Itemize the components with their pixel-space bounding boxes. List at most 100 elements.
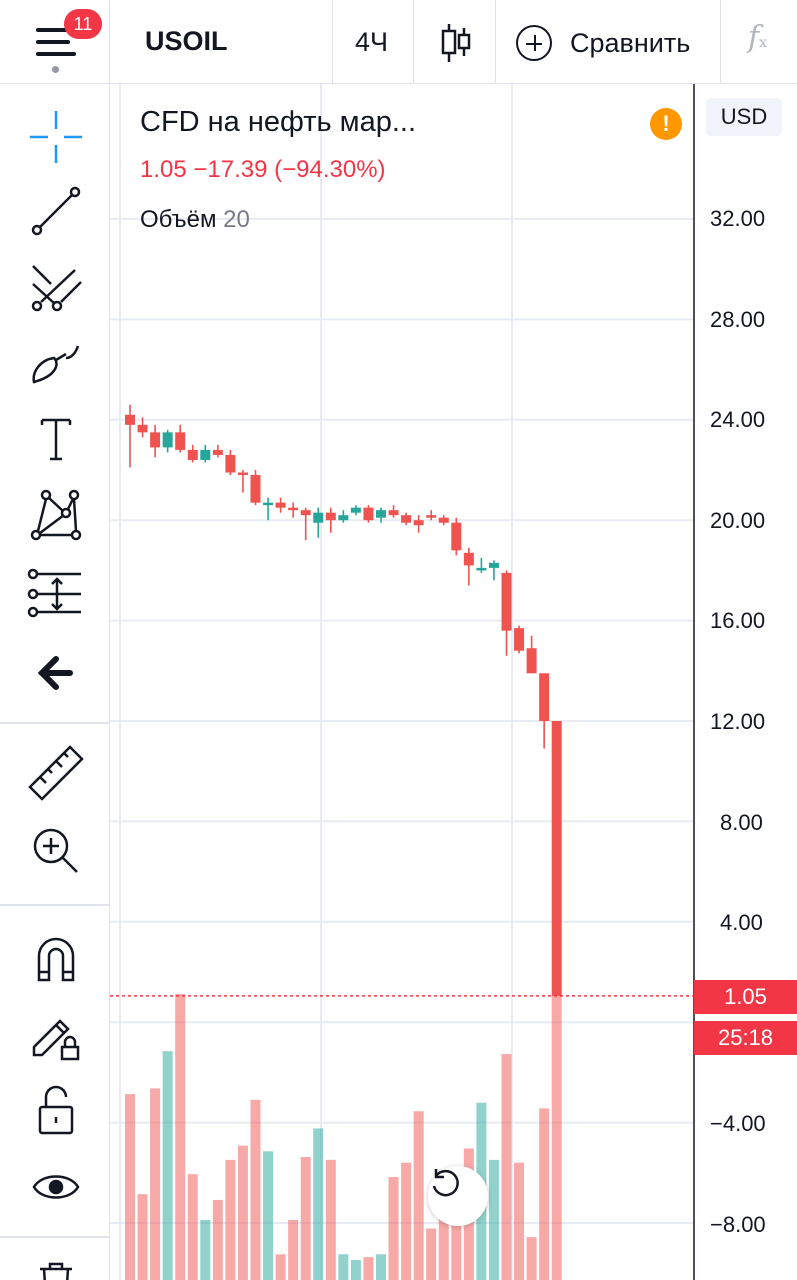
menu-dot-icon — [52, 66, 59, 73]
candle-body — [451, 522, 462, 551]
price-label: 28.00 — [710, 307, 766, 332]
chart-pane[interactable]: CFD на нефть мар... 1.05 −17.39 (−94.30%… — [110, 84, 797, 1280]
toolbar-divider — [0, 722, 110, 724]
hide-toolbar-button[interactable] — [20, 642, 92, 704]
candle-body — [288, 507, 299, 511]
volume-bar — [401, 1162, 412, 1280]
pitchfork-icon — [31, 265, 82, 312]
candle-body — [237, 472, 248, 476]
candle-body — [551, 721, 562, 996]
volume-bar — [225, 1159, 236, 1280]
volume-bar — [426, 1228, 437, 1280]
candle-body — [313, 512, 324, 523]
fx-icon-sub: x — [759, 35, 768, 51]
text-tool[interactable] — [20, 408, 92, 470]
pitchfork-tool[interactable] — [20, 256, 92, 318]
indicators-button[interactable]: fx — [748, 20, 767, 55]
currency-button[interactable]: USD — [706, 98, 782, 136]
measure-tool[interactable] — [20, 742, 92, 804]
volume-bar — [313, 1128, 324, 1280]
candle-body — [476, 567, 487, 571]
top-toolbar: 11 USOIL 4Ч Сравнить fx — [0, 0, 797, 84]
trend-line-icon — [31, 186, 81, 236]
pattern-tool[interactable] — [20, 484, 92, 546]
compare-label: Сравнить — [570, 27, 691, 58]
volume-bar — [263, 1151, 274, 1280]
volume-bar — [501, 1054, 512, 1280]
candle-body — [125, 414, 135, 425]
reset-chart-button[interactable] — [428, 1166, 488, 1226]
volume-legend[interactable]: Объём 20 — [140, 206, 250, 234]
eye-icon — [32, 1175, 80, 1199]
volume-bar — [250, 1099, 261, 1280]
candle-body — [212, 449, 223, 455]
toolbar-divider — [0, 1236, 110, 1238]
symbol-button[interactable]: USOIL — [145, 26, 228, 56]
lock-all-tool[interactable] — [20, 1080, 92, 1142]
back-arrow-icon — [37, 656, 73, 690]
candlestick-chart[interactable] — [110, 84, 797, 1280]
text-icon — [40, 418, 72, 461]
volume-bar — [350, 1259, 361, 1280]
volume-bar — [551, 994, 562, 1280]
hamburger-icon — [36, 28, 76, 58]
volume-bar — [488, 1159, 499, 1280]
volume-bar — [300, 1157, 311, 1280]
drawing-toolbar — [0, 84, 110, 1280]
pencil-lock-icon — [32, 1019, 80, 1061]
chart-type-button[interactable] — [440, 22, 472, 69]
volume-bar — [137, 1194, 148, 1280]
crosshair-tool[interactable] — [20, 106, 92, 168]
delete-tool[interactable] — [20, 1250, 92, 1280]
toolbar-divider — [720, 0, 721, 84]
volume-bar — [438, 1199, 449, 1280]
lock-drawings-tool[interactable] — [20, 1004, 92, 1066]
toolbar-divider — [332, 0, 333, 84]
pattern-icon — [30, 489, 82, 541]
visibility-tool[interactable] — [20, 1156, 92, 1218]
brush-icon — [32, 345, 80, 384]
magnet-tool[interactable] — [20, 928, 92, 990]
interval-button[interactable]: 4Ч — [355, 27, 389, 57]
symbol-description[interactable]: CFD на нефть мар... — [140, 106, 417, 138]
warning-icon[interactable]: ! — [650, 108, 682, 140]
toolbar-divider — [413, 0, 414, 84]
candle-body — [175, 432, 186, 450]
candle-body — [338, 515, 349, 521]
price-label: 8.00 — [720, 810, 763, 835]
price-label: 32.00 — [710, 206, 766, 231]
volume-label: Объём — [140, 206, 217, 233]
menu-button[interactable]: 11 — [0, 0, 110, 84]
projection-icon — [27, 568, 81, 618]
volume-bar — [125, 1094, 135, 1280]
candle-body — [426, 515, 437, 518]
volume-bar — [150, 1088, 161, 1280]
candle-body — [350, 507, 361, 513]
price-label: −8.00 — [710, 1212, 766, 1237]
price-label: 16.00 — [710, 608, 766, 633]
price-label: 20.00 — [710, 508, 766, 533]
candle-body — [263, 502, 274, 506]
candle-body — [376, 510, 386, 518]
trend-line-tool[interactable] — [20, 180, 92, 242]
reset-icon — [432, 1169, 459, 1197]
candle-body — [300, 510, 311, 516]
candle-body — [488, 562, 499, 568]
zoom-tool[interactable] — [20, 820, 92, 882]
candle-body — [162, 432, 173, 448]
volume-bar — [325, 1159, 336, 1280]
candle-body — [187, 449, 198, 460]
price-label: 12.00 — [710, 709, 766, 734]
zoom-in-icon — [33, 828, 78, 873]
candle-body — [250, 475, 261, 503]
candles-icon — [441, 24, 471, 62]
brush-tool[interactable] — [20, 332, 92, 394]
unlock-icon — [38, 1085, 74, 1135]
compare-button[interactable]: Сравнить — [516, 25, 690, 61]
projection-tool[interactable] — [20, 562, 92, 624]
add-circle-icon — [516, 25, 552, 61]
candle-body — [514, 628, 525, 651]
fx-icon: f — [748, 20, 760, 55]
candle-body — [137, 424, 148, 433]
candle-body — [150, 432, 161, 448]
